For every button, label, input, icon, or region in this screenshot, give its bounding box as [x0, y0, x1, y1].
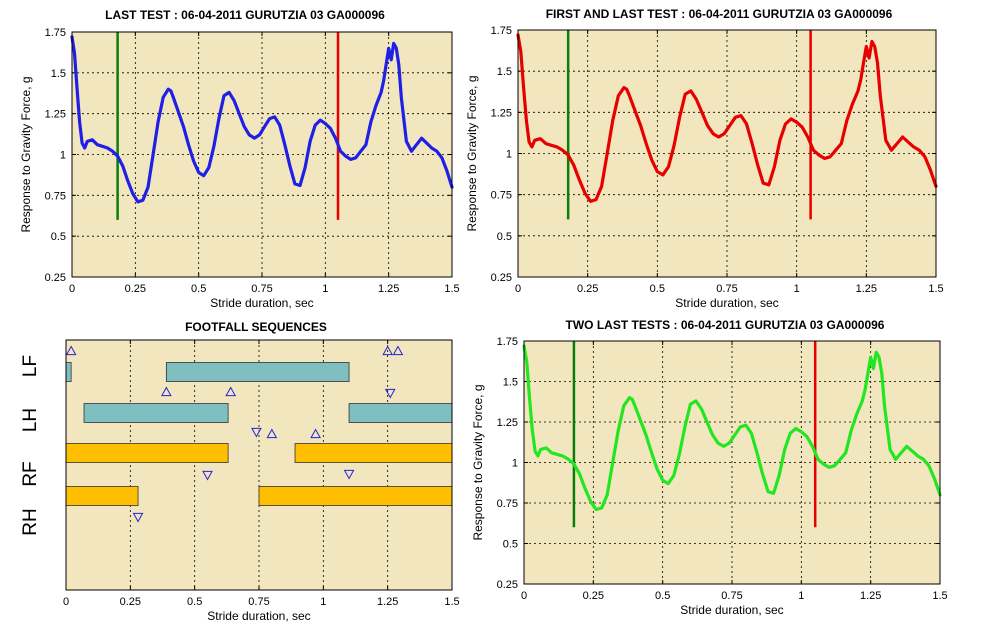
y-tick-label: 0.75	[497, 498, 518, 510]
y-tick-label: 1	[60, 150, 66, 162]
chart-title: FOOTFALL SEQUENCES	[185, 320, 327, 334]
y-tick-label: 1.75	[491, 25, 512, 37]
footfall-bar	[258, 486, 453, 506]
footfall-bar	[165, 362, 350, 382]
x-axis-label: Stride duration, sec	[210, 296, 313, 310]
event-triangle	[392, 345, 404, 356]
y-tick-label: 1.25	[497, 417, 518, 429]
y-tick-label: 1.5	[51, 68, 66, 80]
event-triangle	[251, 427, 262, 438]
event-triangle	[310, 428, 321, 439]
x-tick-label: 1.5	[928, 283, 943, 295]
x-tick-label: 0.25	[577, 283, 598, 295]
row-label-rh: RH	[20, 508, 41, 535]
chart-3	[65, 339, 453, 591]
x-tick-label: 1	[320, 596, 326, 608]
series-line	[516, 33, 938, 203]
x-axis-label: Stride duration, sec	[207, 609, 310, 623]
x-tick-label: 0.5	[191, 283, 206, 295]
plot-frame	[517, 29, 937, 278]
plot-frame	[65, 339, 453, 591]
chart-4	[522, 340, 942, 585]
footfall-bar	[348, 403, 453, 423]
chart-1	[70, 31, 454, 278]
footfall-bar	[65, 362, 72, 382]
y-tick-label: 1.25	[491, 107, 512, 119]
x-tick-label: 1.25	[856, 283, 877, 295]
y-tick-label: 1	[506, 149, 512, 161]
event-triangle	[65, 345, 77, 356]
x-axis-label: Stride duration, sec	[680, 603, 783, 617]
plot-frame	[523, 340, 941, 585]
y-tick-label: 0.25	[497, 579, 518, 591]
x-tick-label: 0	[521, 590, 527, 602]
chart-title: TWO LAST TESTS : 06-04-2011 GURUTZIA 03 …	[566, 318, 885, 332]
footfall-bar	[83, 403, 229, 423]
y-tick-label: 0.5	[503, 539, 518, 551]
y-tick-label: 1.5	[503, 377, 518, 389]
x-tick-label: 0.5	[650, 283, 665, 295]
event-triangle	[225, 386, 237, 397]
x-tick-label: 0.5	[187, 596, 202, 608]
y-tick-label: 1.75	[45, 27, 66, 39]
footfall-bar	[65, 486, 139, 506]
x-tick-label: 1	[798, 590, 804, 602]
chart-2	[516, 29, 938, 278]
x-tick-label: 1.5	[444, 283, 459, 295]
y-tick-label: 0.5	[51, 231, 66, 243]
y-axis-label: Response to Gravity Force, g	[19, 76, 33, 232]
x-axis-label: Stride duration, sec	[675, 296, 778, 310]
series-line	[70, 35, 454, 204]
chart-title: LAST TEST : 06-04-2011 GURUTZIA 03 GA000…	[105, 8, 385, 22]
x-tick-label: 0	[515, 283, 521, 295]
x-tick-label: 0.75	[248, 596, 269, 608]
y-tick-label: 1.25	[45, 109, 66, 121]
y-tick-label: 0.75	[45, 190, 66, 202]
event-triangle	[132, 512, 144, 523]
y-tick-label: 0.25	[491, 272, 512, 284]
event-triangle	[343, 469, 355, 480]
footfall-bar	[294, 443, 453, 463]
event-triangle	[382, 345, 394, 356]
chart-title: FIRST AND LAST TEST : 06-04-2011 GURUTZI…	[546, 7, 893, 21]
x-tick-label: 1	[794, 283, 800, 295]
event-triangle	[384, 388, 396, 399]
x-tick-label: 0.25	[125, 283, 146, 295]
x-tick-label: 1.25	[860, 590, 881, 602]
event-triangle	[161, 386, 172, 397]
x-tick-label: 1.25	[377, 596, 398, 608]
plot-frame	[71, 31, 453, 278]
y-tick-label: 0.5	[497, 231, 512, 243]
y-tick-label: 1.75	[497, 336, 518, 348]
y-tick-label: 0.25	[45, 272, 66, 284]
x-tick-label: 0.75	[721, 590, 742, 602]
footfall-bar	[65, 443, 229, 463]
y-axis-label: Response to Gravity Force, g	[465, 75, 479, 231]
row-label-rf: RF	[20, 461, 41, 486]
y-tick-label: 1.5	[497, 66, 512, 78]
event-triangle	[202, 470, 213, 481]
x-tick-label: 1.5	[932, 590, 947, 602]
x-tick-label: 1.25	[378, 283, 399, 295]
x-tick-label: 0	[63, 596, 69, 608]
x-tick-label: 0.75	[716, 283, 737, 295]
y-tick-label: 0.75	[491, 190, 512, 202]
y-tick-label: 1	[512, 458, 518, 470]
series-line	[522, 344, 942, 512]
x-tick-label: 0.75	[251, 283, 272, 295]
x-tick-label: 0.5	[655, 590, 670, 602]
x-tick-label: 1	[322, 283, 328, 295]
y-axis-label: Response to Gravity Force, g	[471, 384, 485, 540]
x-tick-label: 0.25	[120, 596, 141, 608]
x-tick-label: 0	[69, 283, 75, 295]
row-label-lf: LF	[20, 355, 41, 377]
row-label-lh: LH	[20, 408, 41, 432]
x-tick-label: 1.5	[444, 596, 459, 608]
event-triangle	[266, 428, 278, 439]
x-tick-label: 0.25	[583, 590, 604, 602]
